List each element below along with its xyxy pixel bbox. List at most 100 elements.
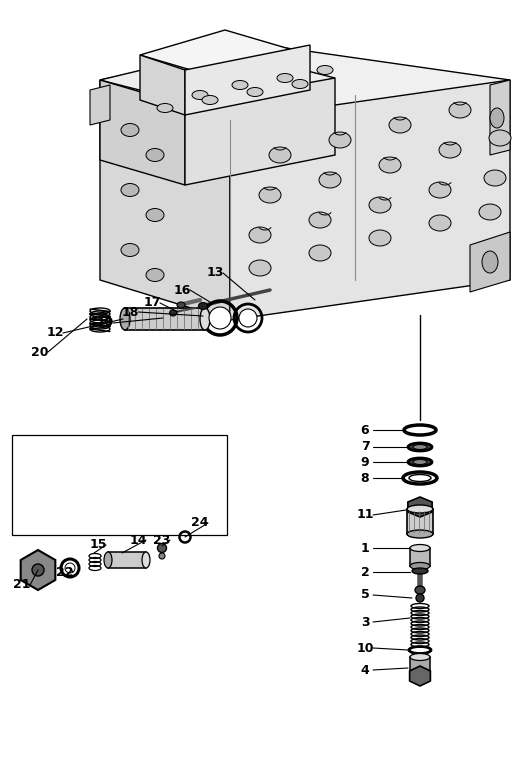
Ellipse shape: [413, 444, 427, 450]
Ellipse shape: [415, 586, 425, 594]
Ellipse shape: [146, 269, 164, 282]
Polygon shape: [140, 55, 185, 115]
Polygon shape: [470, 232, 510, 292]
Polygon shape: [100, 80, 230, 320]
Ellipse shape: [410, 545, 430, 552]
Ellipse shape: [177, 302, 185, 308]
Ellipse shape: [410, 654, 430, 661]
Text: 22: 22: [56, 565, 74, 578]
Text: 21: 21: [13, 578, 31, 591]
Text: 9: 9: [361, 456, 370, 469]
Text: 15: 15: [89, 539, 107, 552]
Polygon shape: [490, 80, 510, 155]
Ellipse shape: [379, 157, 401, 173]
Bar: [108, 552, 146, 568]
Text: 20: 20: [31, 345, 49, 358]
Ellipse shape: [407, 530, 433, 538]
Text: 2: 2: [361, 565, 370, 578]
Ellipse shape: [292, 79, 308, 88]
Ellipse shape: [416, 594, 424, 602]
Ellipse shape: [490, 108, 504, 128]
Bar: [410, 548, 430, 566]
Ellipse shape: [121, 244, 139, 256]
Ellipse shape: [413, 460, 427, 464]
Ellipse shape: [239, 309, 257, 327]
Text: 12: 12: [46, 326, 64, 339]
Ellipse shape: [489, 130, 511, 146]
Ellipse shape: [121, 123, 139, 136]
Text: 11: 11: [356, 508, 374, 521]
Text: 16: 16: [173, 284, 191, 297]
Ellipse shape: [369, 230, 391, 246]
Ellipse shape: [247, 88, 263, 97]
Ellipse shape: [249, 227, 271, 243]
Polygon shape: [140, 30, 310, 80]
Ellipse shape: [159, 553, 165, 559]
Polygon shape: [100, 50, 335, 108]
Text: 13: 13: [207, 266, 224, 279]
Ellipse shape: [429, 215, 451, 231]
Text: 1: 1: [361, 542, 370, 555]
Text: 5: 5: [361, 588, 370, 601]
Bar: [12, 435, 227, 535]
Polygon shape: [230, 80, 510, 320]
Ellipse shape: [169, 310, 176, 316]
Text: 17: 17: [143, 297, 161, 310]
Bar: [125, 308, 205, 330]
Ellipse shape: [309, 245, 331, 261]
Ellipse shape: [32, 564, 44, 576]
Ellipse shape: [410, 562, 430, 569]
Polygon shape: [90, 85, 110, 125]
Ellipse shape: [412, 568, 428, 574]
Ellipse shape: [202, 95, 218, 104]
Ellipse shape: [104, 552, 112, 568]
Ellipse shape: [369, 197, 391, 213]
Ellipse shape: [449, 102, 471, 118]
Ellipse shape: [408, 443, 432, 451]
Ellipse shape: [484, 170, 506, 186]
Polygon shape: [185, 78, 335, 185]
Ellipse shape: [259, 187, 281, 203]
Ellipse shape: [158, 543, 167, 552]
Ellipse shape: [277, 74, 293, 82]
Ellipse shape: [121, 183, 139, 196]
Ellipse shape: [439, 142, 461, 158]
Ellipse shape: [192, 91, 208, 100]
Ellipse shape: [319, 172, 341, 188]
Ellipse shape: [120, 308, 130, 330]
Ellipse shape: [389, 117, 411, 133]
Ellipse shape: [232, 81, 248, 90]
Ellipse shape: [65, 563, 75, 573]
Ellipse shape: [309, 212, 331, 228]
Text: 18: 18: [121, 305, 139, 319]
Polygon shape: [100, 80, 185, 185]
Ellipse shape: [482, 251, 498, 273]
Polygon shape: [408, 497, 432, 517]
Ellipse shape: [249, 260, 271, 276]
Ellipse shape: [429, 182, 451, 198]
Text: 10: 10: [356, 642, 374, 654]
Text: 23: 23: [153, 533, 170, 546]
Text: 4: 4: [361, 664, 370, 677]
Ellipse shape: [407, 505, 433, 513]
Polygon shape: [185, 45, 310, 115]
Ellipse shape: [410, 668, 430, 676]
Ellipse shape: [408, 458, 432, 466]
Ellipse shape: [146, 148, 164, 161]
Text: 6: 6: [361, 424, 370, 437]
Text: 19: 19: [96, 317, 114, 330]
Bar: [407, 509, 433, 534]
Polygon shape: [100, 45, 510, 115]
Polygon shape: [409, 666, 431, 686]
Ellipse shape: [142, 552, 150, 568]
Ellipse shape: [209, 307, 231, 329]
Text: 14: 14: [129, 533, 147, 546]
Text: 3: 3: [361, 616, 370, 629]
Ellipse shape: [479, 204, 501, 220]
Ellipse shape: [329, 132, 351, 148]
Ellipse shape: [269, 147, 291, 163]
Polygon shape: [21, 550, 55, 590]
Text: 8: 8: [361, 472, 370, 485]
Text: 7: 7: [361, 441, 370, 454]
Text: 24: 24: [191, 517, 209, 530]
